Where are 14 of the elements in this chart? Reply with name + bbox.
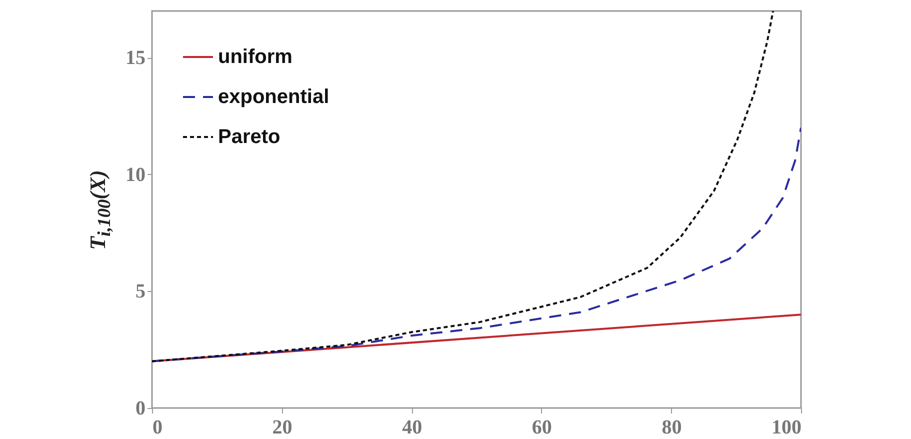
x-tick-label: 80 xyxy=(662,416,682,438)
x-tick-label: 100 xyxy=(772,416,802,438)
line-series xyxy=(152,11,774,362)
x-tick-label: 40 xyxy=(402,416,422,438)
x-tick-label: 60 xyxy=(532,416,552,438)
y-tick-label: 5 xyxy=(136,280,146,303)
y-tick-label: 0 xyxy=(136,398,146,420)
y-tick-label: 15 xyxy=(126,47,146,70)
legend-label: exponential xyxy=(218,86,330,108)
legend-label: Pareto xyxy=(218,126,280,148)
y-tick-label: 10 xyxy=(126,164,146,186)
x-tick-label: 0 xyxy=(152,416,162,438)
legend-label: uniform xyxy=(218,46,292,68)
x-tick-label: 20 xyxy=(272,416,292,438)
